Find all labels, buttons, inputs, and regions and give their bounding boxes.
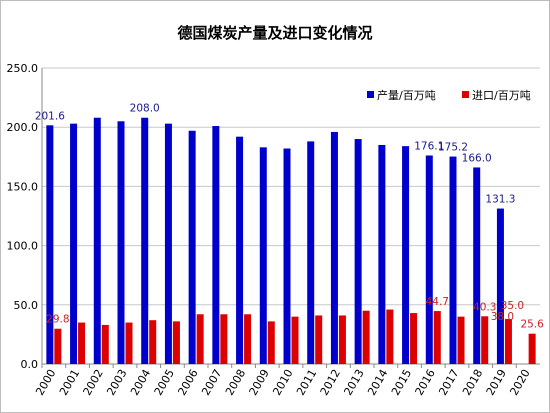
legend-import-label: 进口/百万吨 xyxy=(472,89,531,102)
import-bar xyxy=(315,315,323,364)
x-tick-label: 2019 xyxy=(484,367,509,398)
production-bar xyxy=(93,117,101,364)
production-bar xyxy=(283,148,291,364)
production-bar xyxy=(70,123,78,364)
production-bar xyxy=(307,141,315,364)
production-bar xyxy=(141,117,149,364)
production-data-label: 166.0 xyxy=(462,152,492,164)
import-bar xyxy=(481,316,489,364)
production-bar xyxy=(473,167,481,364)
production-bar xyxy=(46,125,54,364)
y-tick-label: 100.0 xyxy=(7,240,39,253)
x-tick-label: 2013 xyxy=(341,367,366,398)
x-tick-label: 2018 xyxy=(460,367,485,398)
y-tick-label: 150.0 xyxy=(7,180,39,193)
import-data-label: 29.8 xyxy=(46,314,69,326)
production-bar xyxy=(236,136,244,364)
import-bar xyxy=(338,315,346,364)
import-data-label: 40.3 xyxy=(473,301,496,313)
x-tick-label: 2012 xyxy=(318,367,343,398)
production-bar xyxy=(117,121,125,364)
legend-production-swatch xyxy=(367,91,374,98)
production-data-label: 131.3 xyxy=(485,194,515,206)
x-tick-label: 2005 xyxy=(152,367,177,398)
chart-title: 德国煤炭产量及进口变化情况 xyxy=(177,24,373,42)
x-tick-label: 2016 xyxy=(413,367,438,398)
x-tick-label: 2004 xyxy=(128,367,153,398)
x-tick-label: 2015 xyxy=(389,367,414,398)
x-tick-label: 2011 xyxy=(294,367,319,398)
import-bar xyxy=(220,314,228,364)
import-bar xyxy=(410,313,418,364)
production-bar xyxy=(188,130,196,364)
import-data-label: 38.0 xyxy=(491,311,514,323)
import-bar xyxy=(149,320,157,364)
y-tick-label: 0.0 xyxy=(21,358,39,371)
legend-production-label: 产量/百万吨 xyxy=(377,88,436,102)
import-bar xyxy=(433,311,441,364)
import-data-label: 35.0 xyxy=(501,300,524,312)
production-bar xyxy=(354,139,362,364)
import-bar xyxy=(528,333,536,364)
y-tick-label: 250.0 xyxy=(7,62,39,75)
import-bar xyxy=(54,328,62,364)
x-tick-label: 2007 xyxy=(199,367,224,398)
import-bar xyxy=(362,310,370,364)
x-tick-label: 2002 xyxy=(81,367,106,398)
import-bar xyxy=(244,314,252,364)
x-tick-label: 2003 xyxy=(104,367,129,398)
production-data-label: 175.2 xyxy=(438,142,468,154)
x-tick-label: 2009 xyxy=(247,367,272,398)
production-bar xyxy=(449,156,457,364)
import-bar xyxy=(291,316,299,364)
import-data-label: 25.6 xyxy=(520,319,544,331)
production-data-label: 176.1 xyxy=(414,140,444,152)
import-bar xyxy=(457,316,465,364)
production-bar xyxy=(212,126,220,365)
import-bar xyxy=(267,321,275,364)
production-bar xyxy=(496,208,504,364)
production-bar xyxy=(425,155,433,364)
import-bar xyxy=(125,322,133,364)
import-bar xyxy=(78,322,86,364)
x-tick-label: 2008 xyxy=(223,367,248,398)
import-bar xyxy=(196,314,204,364)
production-bar xyxy=(402,146,410,364)
x-tick-label: 2017 xyxy=(436,367,461,398)
import-bar xyxy=(172,321,180,364)
x-tick-label: 2020 xyxy=(507,367,532,398)
legend-import-swatch xyxy=(462,91,469,98)
x-tick-label: 2000 xyxy=(33,367,58,398)
x-tick-label: 2010 xyxy=(270,367,295,398)
y-tick-label: 200.0 xyxy=(7,121,39,134)
x-tick-label: 2006 xyxy=(175,367,200,398)
production-bar xyxy=(330,131,338,364)
production-data-label: 201.6 xyxy=(35,110,65,122)
import-bar xyxy=(101,324,109,364)
import-bar xyxy=(504,319,512,364)
import-bar xyxy=(386,309,394,364)
production-data-label: 208.0 xyxy=(130,103,160,115)
production-bar xyxy=(259,147,267,364)
y-tick-label: 50.0 xyxy=(14,299,39,312)
production-bar xyxy=(378,144,386,364)
x-tick-label: 2014 xyxy=(365,367,390,398)
x-tick-label: 2001 xyxy=(57,367,82,398)
production-bar xyxy=(164,123,172,364)
import-data-label: 44.7 xyxy=(426,296,449,308)
